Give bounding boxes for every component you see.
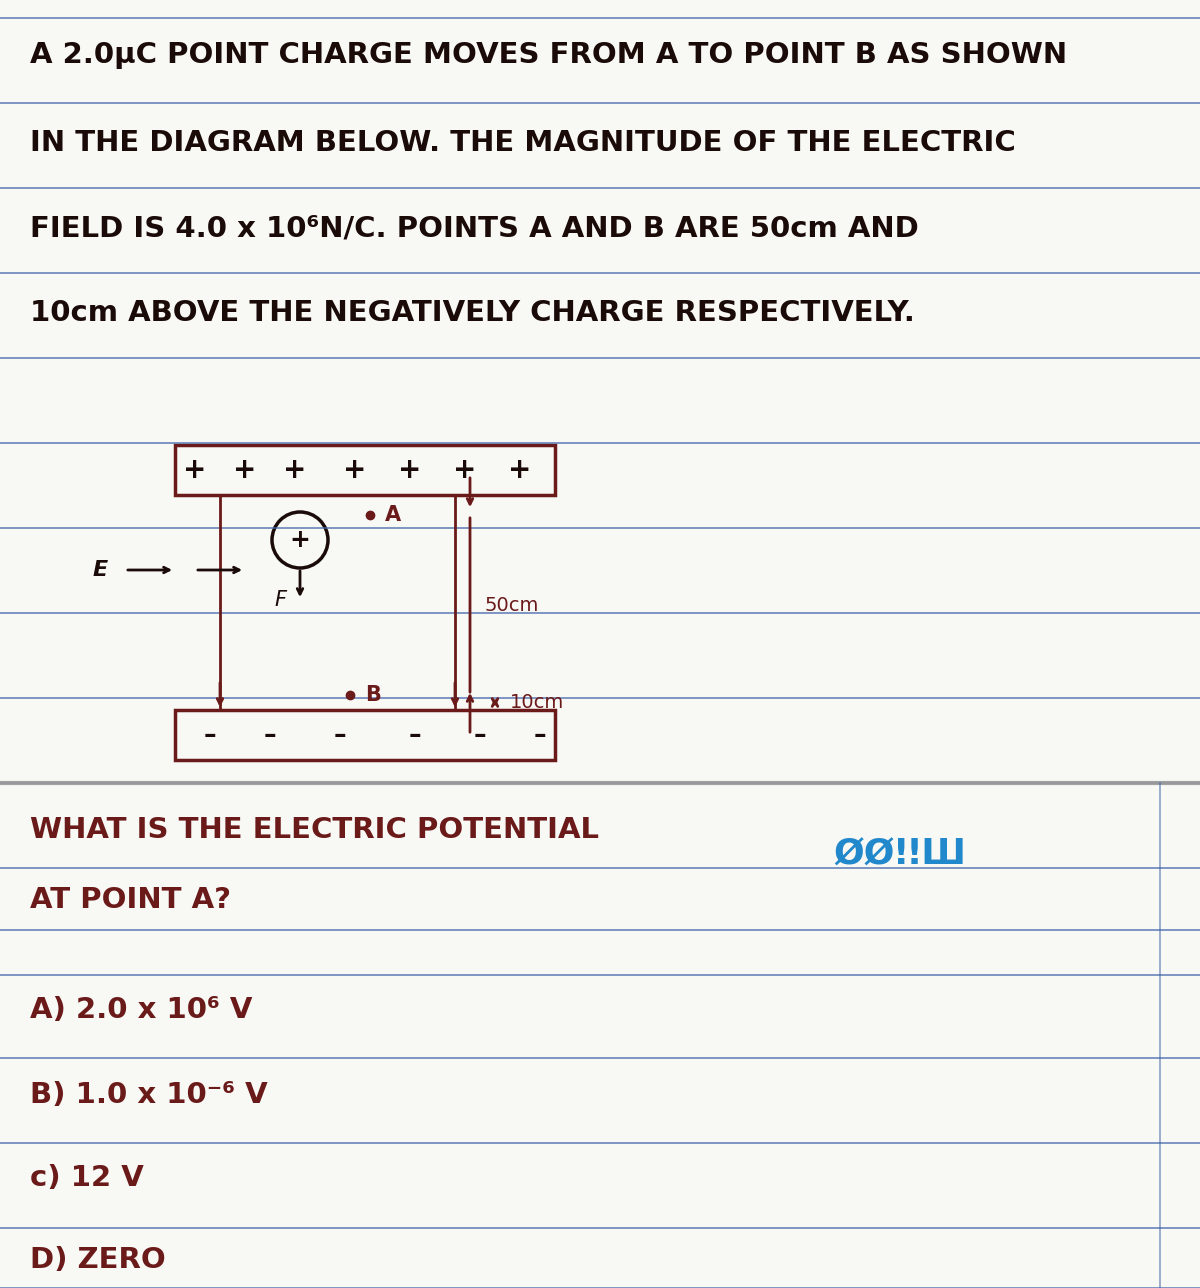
Text: –: – — [409, 723, 421, 747]
Text: –: – — [534, 723, 546, 747]
Text: +: + — [343, 456, 367, 484]
Text: IN THE DIAGRAM BELOW. THE MAGNITUDE OF THE ELECTRIC: IN THE DIAGRAM BELOW. THE MAGNITUDE OF T… — [30, 129, 1015, 157]
Bar — [175, 710, 554, 760]
Text: –: – — [334, 723, 347, 747]
Text: –: – — [264, 723, 276, 747]
Bar — [175, 444, 554, 495]
Text: FIELD IS 4.0 x 10⁶N/C. POINTS A AND B ARE 50cm AND: FIELD IS 4.0 x 10⁶N/C. POINTS A AND B AR… — [30, 214, 919, 242]
Text: A) 2.0 x 10⁶ V: A) 2.0 x 10⁶ V — [30, 996, 252, 1024]
Text: –: – — [204, 723, 216, 747]
Text: +: + — [454, 456, 476, 484]
Text: ØØǃǃШ: ØØǃǃШ — [834, 838, 966, 872]
Text: +: + — [398, 456, 421, 484]
Text: WHAT IS THE ELECTRIC POTENTIAL: WHAT IS THE ELECTRIC POTENTIAL — [30, 817, 599, 844]
Text: –: – — [474, 723, 486, 747]
Text: B) 1.0 x 10⁻⁶ V: B) 1.0 x 10⁻⁶ V — [30, 1081, 268, 1109]
Text: +: + — [289, 528, 311, 553]
Text: A: A — [385, 505, 401, 526]
Text: F: F — [274, 590, 286, 611]
Text: +: + — [509, 456, 532, 484]
Text: +: + — [184, 456, 206, 484]
Text: 10cm ABOVE THE NEGATIVELY CHARGE RESPECTIVELY.: 10cm ABOVE THE NEGATIVELY CHARGE RESPECT… — [30, 299, 914, 327]
Text: E: E — [92, 560, 108, 580]
Text: B: B — [365, 685, 380, 705]
Text: c) 12 V: c) 12 V — [30, 1164, 144, 1191]
Text: AT POINT A?: AT POINT A? — [30, 886, 230, 914]
Text: 50cm: 50cm — [485, 595, 539, 614]
Text: A 2.0μC POINT CHARGE MOVES FROM A TO POINT B AS SHOWN: A 2.0μC POINT CHARGE MOVES FROM A TO POI… — [30, 41, 1067, 70]
Text: +: + — [233, 456, 257, 484]
Text: D) ZERO: D) ZERO — [30, 1245, 166, 1274]
Text: 10cm: 10cm — [510, 693, 564, 712]
Text: +: + — [283, 456, 307, 484]
